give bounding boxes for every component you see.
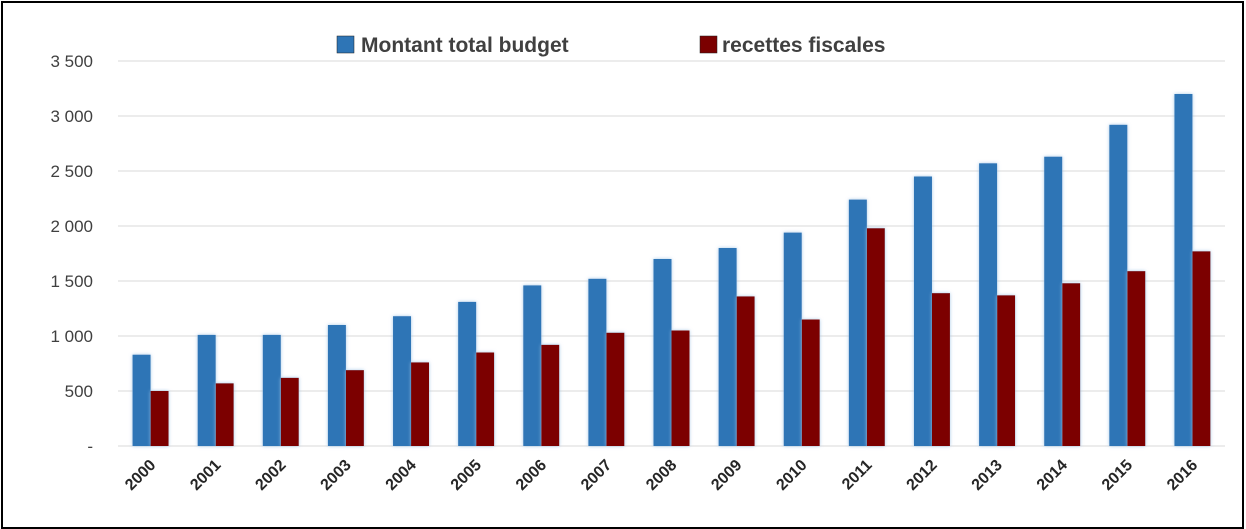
bar-montant-total-budget — [653, 259, 672, 446]
bar-montant-total-budget — [848, 199, 867, 446]
y-tick-label: 1 500 — [50, 272, 93, 291]
x-tick-label: 2015 — [1099, 457, 1136, 494]
bar-montant-total-budget — [718, 248, 737, 446]
bar-recettes-fiscales — [736, 296, 755, 446]
bar-recettes-fiscales — [801, 319, 820, 446]
bar-recettes-fiscales — [866, 228, 885, 446]
y-axis-labels: - 500 1 000 1 500 2 000 2 500 3 000 3 500 — [50, 52, 93, 456]
legend-swatch — [699, 35, 718, 54]
bar-montant-total-budget — [1174, 94, 1193, 446]
x-tick-label: 2003 — [318, 457, 355, 494]
bar-recettes-fiscales — [997, 295, 1016, 446]
y-tick-label: - — [87, 437, 93, 456]
y-tick-label: 3 000 — [50, 107, 93, 126]
bar-montant-total-budget — [523, 285, 542, 446]
bar-recettes-fiscales — [541, 344, 560, 446]
gridlines — [118, 60, 1225, 447]
bar-recettes-fiscales — [345, 370, 364, 446]
x-tick-label: 2011 — [839, 457, 876, 494]
y-tick-label: 3 500 — [50, 52, 93, 71]
bar-recettes-fiscales — [411, 362, 430, 446]
x-tick-label: 2004 — [383, 457, 420, 494]
x-tick-label: 2005 — [448, 457, 485, 494]
bar-recettes-fiscales — [1192, 251, 1211, 446]
bar-montant-total-budget — [588, 278, 607, 446]
x-tick-label: 2001 — [187, 457, 224, 494]
bar-montant-total-budget — [132, 354, 151, 446]
legend-label: Montant total budget — [361, 34, 569, 57]
x-tick-label: 2012 — [904, 457, 941, 494]
y-tick-label: 2 000 — [50, 217, 93, 236]
x-tick-label: 2000 — [122, 457, 159, 494]
legend-swatch — [336, 35, 355, 54]
bar-montant-total-budget — [1109, 124, 1128, 447]
bar-recettes-fiscales — [280, 377, 299, 446]
bar-recettes-fiscales — [476, 352, 495, 446]
x-tick-label: 2006 — [513, 457, 550, 494]
bar-montant-total-budget — [327, 325, 346, 446]
x-axis-labels: 2000 2001 2002 2003 2004 2005 2006 2007 2008 2009… — [122, 457, 1201, 494]
x-tick-label: 2010 — [773, 457, 810, 494]
y-tick-label: 1 000 — [50, 327, 93, 346]
bar-montant-total-budget — [979, 163, 998, 447]
bar-recettes-fiscales — [671, 330, 690, 446]
x-tick-label: 2007 — [578, 457, 615, 494]
x-tick-label: 2014 — [1034, 457, 1071, 494]
bar-recettes-fiscales — [150, 391, 169, 446]
bar-recettes-fiscales — [931, 293, 950, 446]
bar-montant-total-budget — [783, 232, 802, 446]
bar-recettes-fiscales — [1062, 283, 1081, 446]
x-tick-label: 2002 — [252, 457, 289, 494]
x-tick-label: 2016 — [1164, 457, 1201, 494]
x-tick-label: 2009 — [708, 457, 745, 494]
bar-montant-total-budget — [913, 176, 932, 446]
bar-montant-total-budget — [197, 334, 216, 446]
bar-montant-total-budget — [458, 301, 477, 446]
x-tick-label: 2013 — [969, 457, 1006, 494]
y-tick-label: 2 500 — [50, 162, 93, 181]
bar-recettes-fiscales — [215, 383, 234, 446]
bar-recettes-fiscales — [1127, 271, 1146, 446]
x-tick-label: 2008 — [643, 457, 680, 494]
bar-montant-total-budget — [262, 334, 281, 446]
legend-label: recettes fiscales — [722, 34, 885, 57]
y-tick-label: 500 — [65, 382, 93, 401]
bars — [132, 94, 1211, 447]
bar-montant-total-budget — [393, 316, 412, 446]
legend: Montant total budget recettes fiscales — [336, 34, 885, 57]
bar-recettes-fiscales — [606, 332, 625, 446]
bar-montant-total-budget — [1044, 156, 1063, 446]
